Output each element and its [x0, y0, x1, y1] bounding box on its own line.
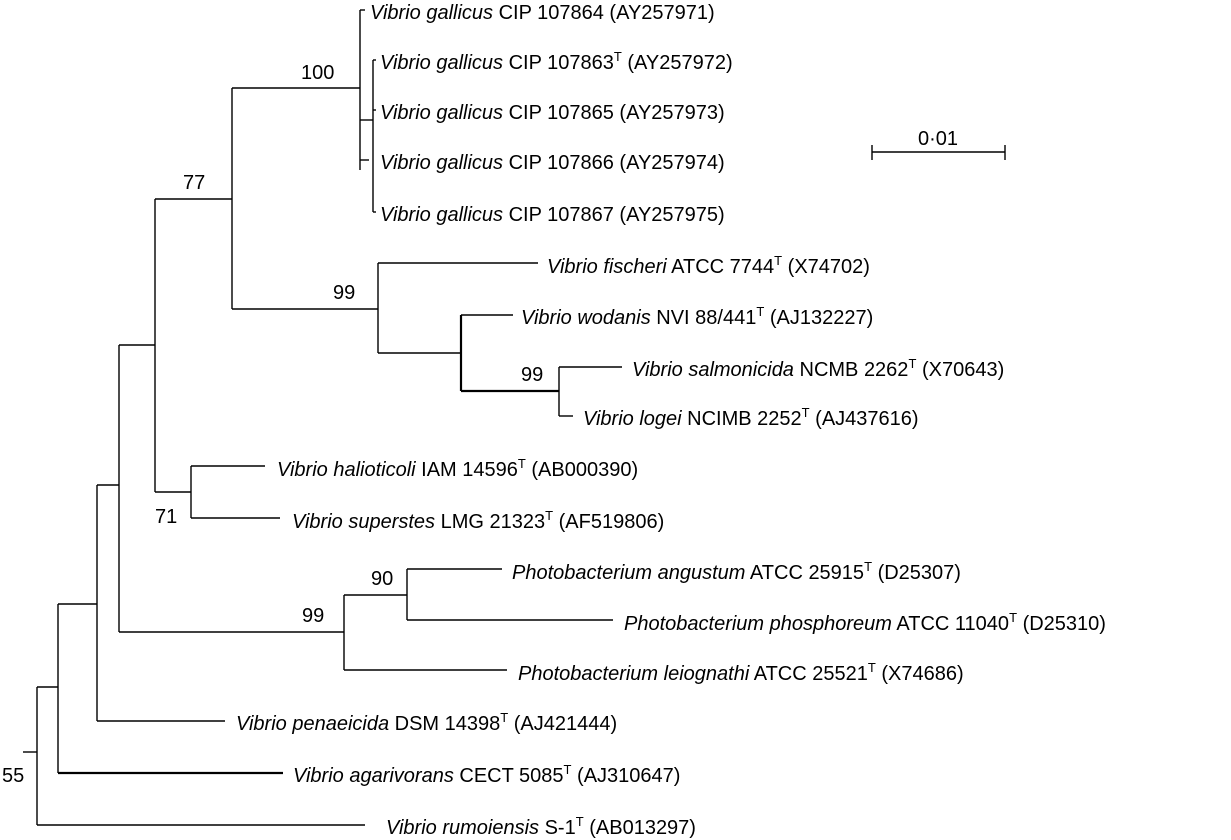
taxon-strain: IAM 14596 — [416, 459, 518, 481]
type-strain-marker: T — [864, 559, 872, 574]
bootstrap-value: 90 — [371, 568, 393, 590]
taxon-label: Vibrio logei NCIMB 2252T (AJ437616) — [583, 405, 919, 430]
taxon-label: Vibrio wodanis NVI 88/441T (AJ132227) — [521, 304, 873, 329]
taxon-accession: (AY257975) — [614, 204, 725, 226]
taxon-strain: CIP 107865 — [503, 102, 614, 124]
taxon-species-name: Vibrio rumoiensis — [386, 817, 539, 839]
taxon-label: Vibrio gallicus CIP 107866 (AY257974) — [380, 152, 725, 174]
taxon-accession: (X74702) — [782, 256, 870, 278]
taxon-strain: ATCC 25521 — [749, 663, 868, 685]
type-strain-marker: T — [774, 253, 782, 268]
type-strain-marker: T — [564, 762, 572, 777]
taxon-species-name: Vibrio gallicus — [380, 102, 503, 124]
taxon-label: Vibrio agarivorans CECT 5085T (AJ310647) — [293, 762, 680, 787]
scale-bar: 0·01 — [871, 128, 1006, 160]
taxon-species-name: Vibrio salmonicida — [632, 359, 794, 381]
taxon-label: Vibrio superstes LMG 21323T (AF519806) — [292, 508, 664, 533]
taxon-label: Vibrio gallicus CIP 107863T (AY257972) — [380, 49, 733, 74]
taxon-strain: CIP 107864 — [493, 2, 604, 24]
taxon-label: Vibrio gallicus CIP 107865 (AY257973) — [380, 102, 725, 124]
taxon-strain: CIP 107863 — [503, 52, 614, 74]
taxon-accession: (D25310) — [1017, 613, 1106, 635]
type-strain-marker: T — [545, 508, 553, 523]
type-strain-marker: T — [756, 304, 764, 319]
taxon-accession: (AF519806) — [553, 511, 664, 533]
type-strain-marker: T — [518, 456, 526, 471]
taxon-species-name: Vibrio gallicus — [370, 2, 493, 24]
bootstrap-values: 100 77 99 99 71 90 99 55 — [2, 62, 543, 787]
taxon-species-name: Photobacterium leiognathi — [518, 663, 750, 685]
taxon-species-name: Photobacterium angustum — [512, 562, 745, 584]
taxon-species-name: Vibrio halioticoli — [277, 459, 416, 481]
taxon-species-name: Vibrio wodanis — [521, 307, 651, 329]
taxon-strain: CIP 107867 — [503, 204, 614, 226]
taxon-strain: LMG 21323 — [435, 511, 545, 533]
tree-branches — [23, 9, 622, 826]
taxon-accession: (AY257971) — [604, 2, 715, 24]
taxon-accession: (AY257974) — [614, 152, 725, 174]
bootstrap-value: 55 — [2, 765, 24, 787]
taxon-accession: (D25307) — [872, 562, 961, 584]
taxon-accession: (AJ421444) — [508, 713, 617, 735]
bootstrap-value: 71 — [155, 506, 177, 528]
taxon-strain: CIP 107866 — [503, 152, 614, 174]
type-strain-marker: T — [614, 49, 622, 64]
taxon-strain: NVI 88/441 — [651, 307, 757, 329]
taxon-species-name: Vibrio penaeicida — [236, 713, 389, 735]
type-strain-marker: T — [500, 710, 508, 725]
taxon-accession: (AJ437616) — [810, 408, 919, 430]
taxon-accession: (AY257973) — [614, 102, 725, 124]
taxon-strain: NCIMB 2252 — [682, 408, 802, 430]
taxon-label: Vibrio salmonicida NCMB 2262T (X70643) — [632, 356, 1004, 381]
type-strain-marker: T — [868, 660, 876, 675]
taxon-labels: Vibrio gallicus CIP 107864 (AY257971)Vib… — [236, 2, 1106, 839]
taxon-label: Vibrio fischeri ATCC 7744T (X74702) — [547, 253, 870, 278]
taxon-label: Vibrio gallicus CIP 107864 (AY257971) — [370, 2, 715, 24]
bootstrap-value: 99 — [302, 605, 324, 627]
taxon-species-name: Photobacterium phosphoreum — [624, 613, 892, 635]
type-strain-marker: T — [802, 405, 810, 420]
taxon-strain: CECT 5085 — [454, 765, 564, 787]
type-strain-marker: T — [576, 814, 584, 829]
taxon-label: Vibrio gallicus CIP 107867 (AY257975) — [380, 204, 725, 226]
taxon-strain: ATCC 25915 — [745, 562, 864, 584]
bootstrap-value: 99 — [333, 282, 355, 304]
taxon-species-name: Vibrio gallicus — [380, 152, 503, 174]
bootstrap-value: 77 — [183, 172, 205, 194]
taxon-accession: (X70643) — [916, 359, 1004, 381]
taxon-accession: (X74686) — [876, 663, 964, 685]
taxon-label: Photobacterium leiognathi ATCC 25521T (X… — [518, 660, 964, 685]
taxon-accession: (AJ310647) — [571, 765, 680, 787]
taxon-label: Vibrio rumoiensis S-1T (AB013297) — [386, 814, 696, 839]
taxon-label: Vibrio halioticoli IAM 14596T (AB000390) — [277, 456, 638, 481]
taxon-strain: ATCC 7744 — [667, 256, 774, 278]
taxon-species-name: Vibrio gallicus — [380, 204, 503, 226]
taxon-accession: (AB000390) — [526, 459, 638, 481]
taxon-strain: DSM 14398 — [389, 713, 500, 735]
bootstrap-value: 100 — [301, 62, 334, 84]
bootstrap-value: 99 — [521, 364, 543, 386]
taxon-strain: S-1 — [539, 817, 576, 839]
taxon-accession: (AJ132227) — [764, 307, 873, 329]
taxon-accession: (AB013297) — [584, 817, 696, 839]
taxon-label: Vibrio penaeicida DSM 14398T (AJ421444) — [236, 710, 617, 735]
taxon-species-name: Vibrio superstes — [292, 511, 435, 533]
taxon-species-name: Vibrio gallicus — [380, 52, 503, 74]
taxon-species-name: Vibrio logei — [583, 408, 682, 430]
taxon-species-name: Vibrio agarivorans — [293, 765, 454, 787]
taxon-label: Photobacterium angustum ATCC 25915T (D25… — [512, 559, 961, 584]
taxon-strain: NCMB 2262 — [794, 359, 909, 381]
taxon-accession: (AY257972) — [622, 52, 733, 74]
taxon-strain: ATCC 11040 — [892, 613, 1009, 635]
taxon-species-name: Vibrio fischeri — [547, 256, 667, 278]
type-strain-marker: T — [908, 356, 916, 371]
taxon-label: Photobacterium phosphoreum ATCC 11040T (… — [624, 610, 1106, 635]
type-strain-marker: T — [1009, 610, 1017, 625]
scale-bar-label: 0·01 — [918, 128, 958, 150]
